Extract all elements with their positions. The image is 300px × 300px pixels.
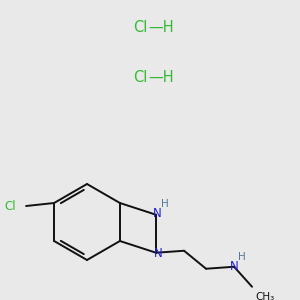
Text: —H: —H [148, 70, 174, 86]
Text: —H: —H [148, 20, 174, 35]
Text: N: N [230, 260, 239, 273]
Text: CH₃: CH₃ [255, 292, 274, 300]
Text: Cl: Cl [4, 200, 16, 212]
Text: N: N [154, 247, 162, 260]
Text: N: N [153, 207, 161, 220]
Text: Cl: Cl [134, 20, 148, 35]
Text: H: H [161, 199, 169, 209]
Text: Cl: Cl [134, 70, 148, 86]
Text: H: H [238, 252, 246, 262]
